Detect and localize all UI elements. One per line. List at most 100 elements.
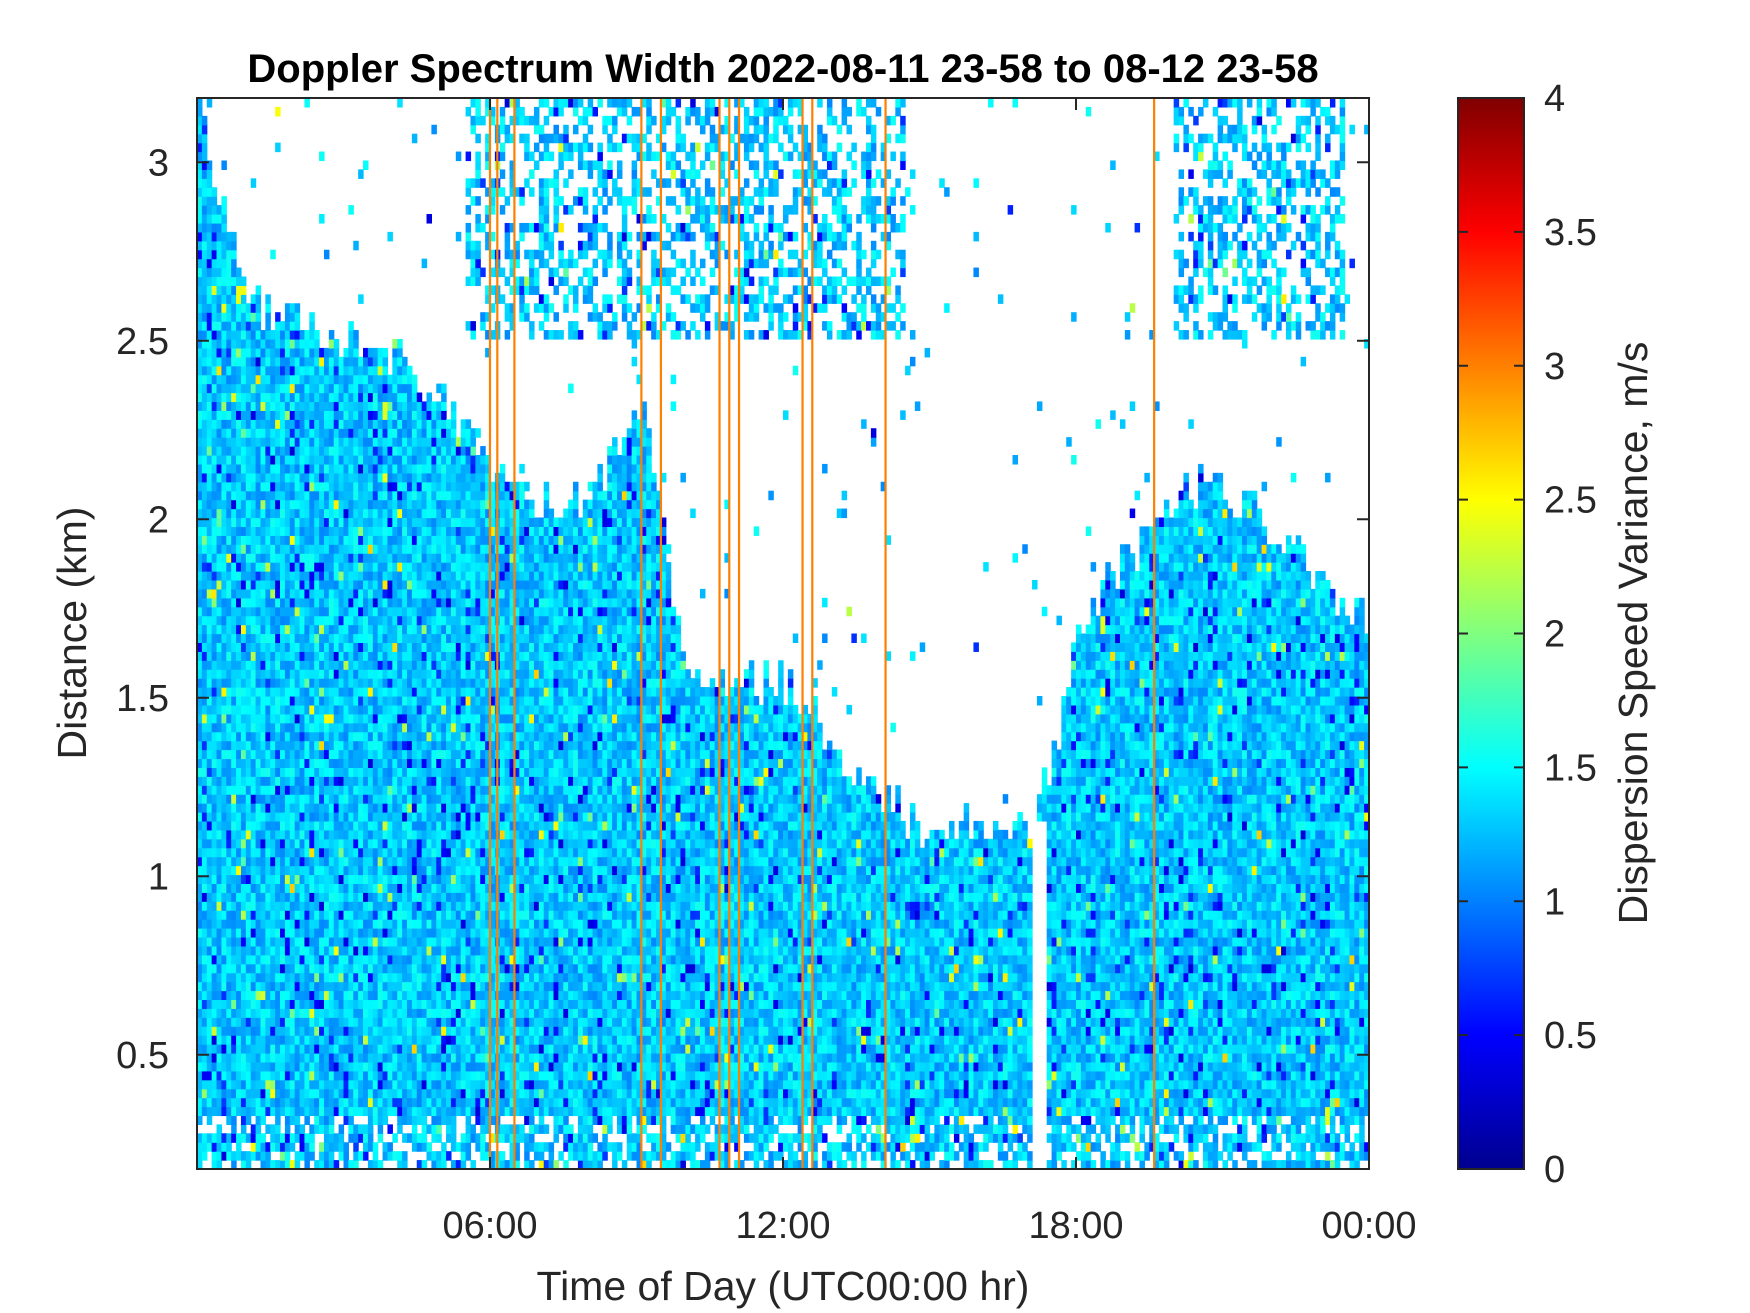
- heatmap-cell: [333, 446, 340, 456]
- heatmap-cell: [421, 553, 428, 563]
- heatmap-cell: [392, 704, 398, 715]
- heatmap-cell: [289, 874, 296, 885]
- heatmap-cell: [363, 990, 369, 1001]
- heatmap-cell: [367, 401, 374, 411]
- heatmap-cell: [397, 883, 403, 893]
- heatmap-cell: [275, 1097, 281, 1108]
- heatmap-cell: [275, 1070, 281, 1081]
- heatmap-cell: [358, 597, 364, 608]
- heatmap-cell: [245, 1106, 252, 1117]
- heatmap-cell: [377, 1026, 384, 1036]
- heatmap-cell: [270, 713, 276, 724]
- heatmap-cell: [201, 508, 208, 519]
- heatmap-cell: [319, 1070, 325, 1081]
- heatmap-cell: [211, 285, 218, 295]
- heatmap-cell: [348, 856, 354, 867]
- heatmap-cell: [216, 553, 223, 563]
- heatmap-cell: [275, 767, 281, 777]
- heatmap-cell: [216, 330, 223, 340]
- heatmap-cell: [367, 838, 374, 849]
- heatmap-cell: [387, 838, 393, 849]
- heatmap-cell: [221, 785, 227, 795]
- heatmap-cell: [270, 410, 276, 420]
- heatmap-cell: [226, 794, 232, 804]
- heatmap-cell: [197, 1061, 203, 1072]
- heatmap-cell: [226, 999, 232, 1009]
- heatmap-cell: [338, 535, 345, 545]
- heatmap-cell: [421, 749, 428, 760]
- heatmap-cell: [363, 874, 369, 885]
- heatmap-cell: [358, 472, 364, 483]
- heatmap-cell: [372, 883, 379, 893]
- heatmap-cell: [309, 401, 315, 411]
- heatmap-cell: [250, 401, 257, 411]
- heatmap-cell: [446, 749, 452, 760]
- heatmap-cell: [416, 829, 423, 840]
- heatmap-cell: [250, 178, 257, 188]
- heatmap-cell: [338, 785, 345, 795]
- heatmap-cell: [431, 990, 437, 1001]
- heatmap-cell: [323, 615, 330, 626]
- heatmap-cell: [255, 499, 262, 510]
- heatmap-cell: [270, 785, 276, 795]
- heatmap-cell: [284, 356, 291, 367]
- heatmap-cell: [421, 490, 428, 501]
- heatmap-cell: [304, 642, 310, 652]
- heatmap-cell: [255, 312, 262, 322]
- heatmap-cell: [221, 1008, 227, 1018]
- heatmap-cell: [323, 687, 330, 697]
- heatmap-cell: [431, 562, 437, 572]
- heatmap-cell: [343, 803, 349, 813]
- heatmap-cell: [206, 455, 213, 465]
- heatmap-cell: [431, 597, 437, 608]
- heatmap-cell: [377, 1115, 384, 1125]
- heatmap-cell: [363, 785, 369, 795]
- heatmap-cell: [323, 776, 330, 786]
- heatmap-cell: [250, 356, 257, 367]
- heatmap-cell: [216, 1106, 223, 1117]
- heatmap-cell: [304, 651, 310, 661]
- heatmap-cell: [348, 347, 354, 358]
- heatmap-cell: [245, 758, 252, 768]
- heatmap-cell: [304, 455, 310, 465]
- heatmap-cell: [421, 455, 428, 465]
- heatmap-cell: [343, 972, 349, 983]
- heatmap-cell: [216, 1026, 223, 1036]
- heatmap-cell: [294, 928, 301, 938]
- heatmap-cell: [338, 463, 345, 474]
- heatmap-cell: [309, 624, 315, 635]
- heatmap-cell: [411, 1035, 418, 1045]
- heatmap-cell: [441, 499, 447, 510]
- heatmap-cell: [406, 401, 413, 411]
- heatmap-cell: [245, 945, 252, 956]
- heatmap-cell: [201, 579, 208, 590]
- heatmap-cell: [441, 1151, 447, 1161]
- heatmap-cell: [446, 838, 452, 849]
- heatmap-cell: [402, 972, 408, 983]
- heatmap-cell: [402, 419, 408, 429]
- heatmap-cell: [280, 651, 286, 661]
- heatmap-cell: [221, 401, 227, 411]
- heatmap-cell: [289, 981, 296, 992]
- heatmap-cell: [289, 749, 296, 760]
- heatmap-cell: [231, 597, 237, 608]
- heatmap-cell: [314, 481, 320, 492]
- heatmap-cell: [236, 401, 242, 411]
- heatmap-cell: [363, 928, 369, 938]
- heatmap-cell: [377, 1008, 384, 1018]
- heatmap-cell: [406, 945, 413, 956]
- heatmap-cell: [201, 945, 208, 956]
- heatmap-cell: [363, 981, 369, 992]
- heatmap-cell: [333, 776, 340, 786]
- heatmap-cell: [450, 544, 457, 554]
- heatmap-cell: [206, 419, 213, 429]
- heatmap-cell: [240, 303, 247, 313]
- heatmap-cell: [358, 1106, 364, 1117]
- heatmap-cell: [328, 954, 335, 965]
- heatmap-cell: [392, 713, 398, 724]
- heatmap-cell: [446, 704, 452, 715]
- heatmap-cell: [275, 553, 281, 563]
- heatmap-cell: [294, 481, 301, 492]
- heatmap-cell: [206, 383, 213, 394]
- heatmap-cell: [436, 999, 442, 1009]
